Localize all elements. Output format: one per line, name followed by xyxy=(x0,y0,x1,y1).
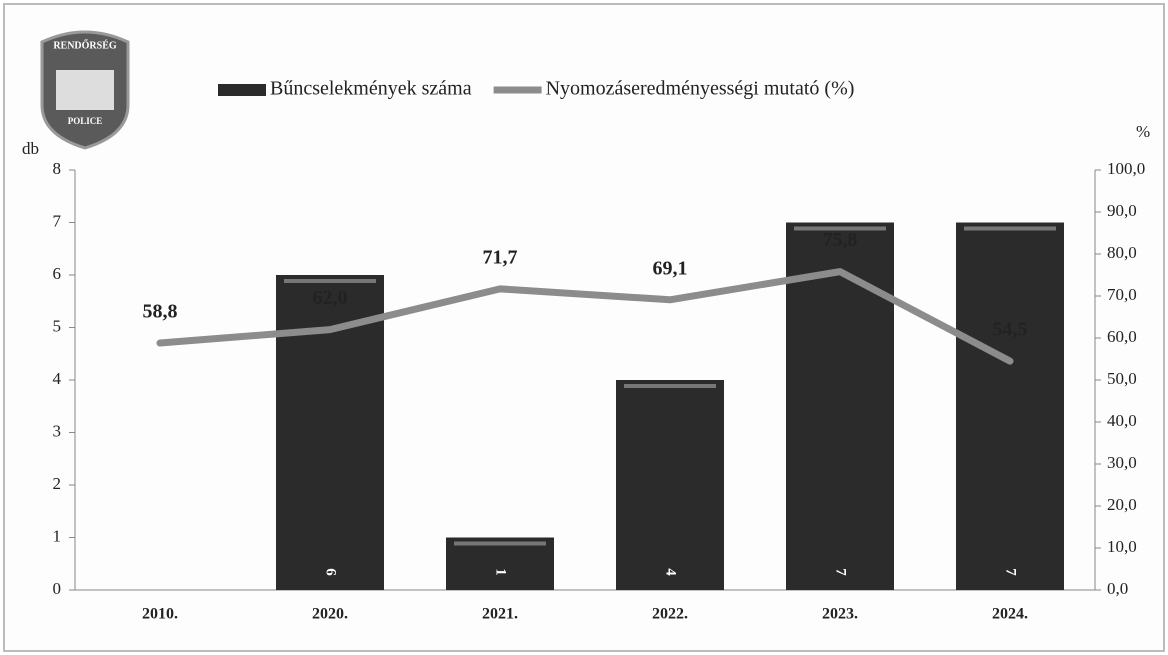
y-tick-label: 8 xyxy=(53,159,62,178)
bar-highlight xyxy=(284,279,376,283)
y-tick-label: 3 xyxy=(53,421,62,440)
y-tick-label: 2 xyxy=(53,474,62,493)
line-value-label: 71,7 xyxy=(483,246,518,268)
bar xyxy=(446,537,554,590)
x-tick-label: 2023. xyxy=(822,606,858,623)
x-tick-label: 2020. xyxy=(312,606,348,623)
bar-value-label: 7 xyxy=(833,568,849,576)
logo-bottom: POLICE xyxy=(68,116,103,126)
bar-value-label: 4 xyxy=(663,568,679,576)
y2-tick-label: 60,0 xyxy=(1107,327,1137,346)
y-axis-label: db xyxy=(22,139,39,158)
bar xyxy=(616,380,724,590)
y-tick-label: 1 xyxy=(53,526,62,545)
y-tick-label: 5 xyxy=(53,316,62,335)
y2-tick-label: 40,0 xyxy=(1107,411,1137,430)
x-tick-label: 2021. xyxy=(482,606,518,623)
bar-value-label: 1 xyxy=(493,568,509,576)
bar-highlight xyxy=(624,384,716,388)
y2-tick-label: 50,0 xyxy=(1107,369,1137,388)
line-value-label: 69,1 xyxy=(653,257,688,279)
y2-tick-label: 0,0 xyxy=(1107,579,1128,598)
bar-highlight xyxy=(454,541,546,546)
bar-highlight xyxy=(964,226,1056,231)
bar-highlight xyxy=(794,226,886,231)
logo: RENDŐRSÉG POLICE xyxy=(40,30,130,150)
line xyxy=(156,268,1014,365)
x-tick-label: 2010. xyxy=(142,606,178,623)
logo-top: RENDŐRSÉG xyxy=(53,39,117,51)
y-tick-label: 0 xyxy=(53,579,62,598)
line-value-label: 62,0 xyxy=(313,287,348,309)
bar-value-label: 7 xyxy=(1003,568,1019,576)
y-tick-label: 6 xyxy=(53,264,62,283)
x-tick-label: 2022. xyxy=(652,606,688,623)
line-value-label: 54,5 xyxy=(993,319,1028,341)
legend-swatch xyxy=(218,84,266,96)
y2-tick-label: 10,0 xyxy=(1107,537,1137,556)
legend-label: Bűncselekmények száma xyxy=(270,78,472,100)
y2-tick-label: 30,0 xyxy=(1107,453,1137,472)
y2-tick-label: 90,0 xyxy=(1107,201,1137,220)
line-value-label: 75,8 xyxy=(823,229,858,251)
y2-tick-label: 80,0 xyxy=(1107,243,1137,262)
bar xyxy=(956,222,1064,590)
bar xyxy=(786,222,894,590)
line-value-label: 58,8 xyxy=(143,301,178,323)
legend-label: Nyomozáseredményességi mutató (%) xyxy=(546,78,855,100)
x-tick-label: 2024. xyxy=(992,606,1028,623)
y2-axis-label: % xyxy=(1136,122,1150,141)
bar-value-label: 6 xyxy=(323,568,339,576)
y-tick-label: 4 xyxy=(53,369,62,388)
y2-tick-label: 100,0 xyxy=(1107,159,1145,178)
y2-tick-label: 70,0 xyxy=(1107,285,1137,304)
y-tick-label: 7 xyxy=(53,211,62,230)
y2-tick-label: 20,0 xyxy=(1107,495,1137,514)
